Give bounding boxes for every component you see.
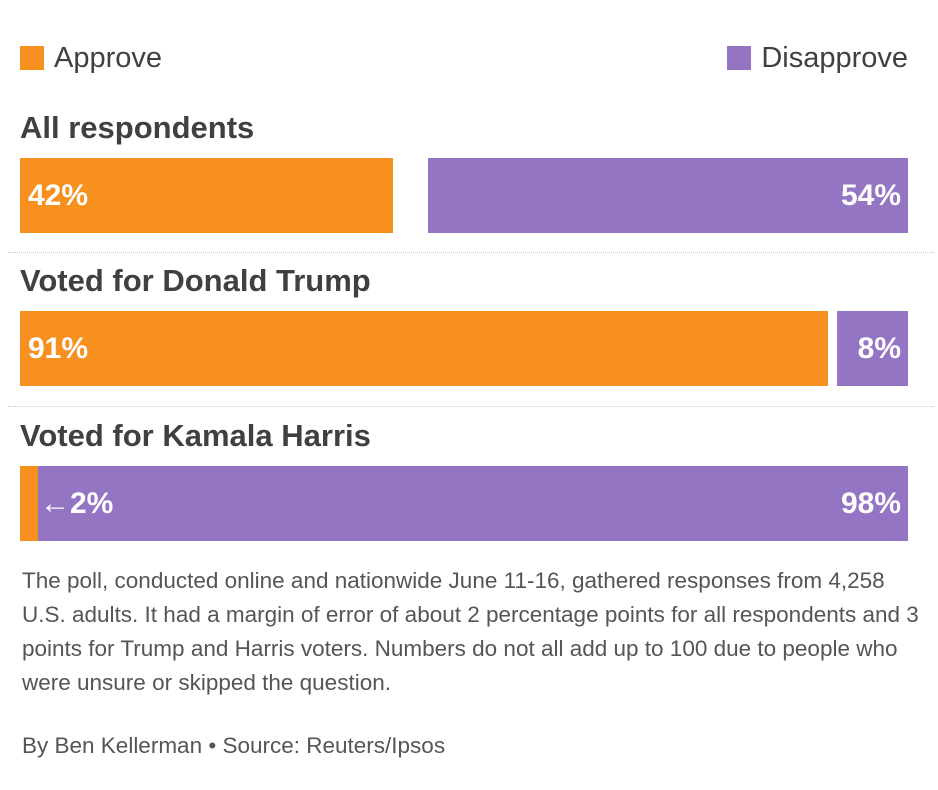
approve-value-label: 91% bbox=[28, 332, 89, 365]
divider bbox=[8, 406, 934, 407]
footnote: The poll, conducted online and nationwid… bbox=[22, 568, 919, 695]
divider bbox=[8, 252, 934, 253]
disapprove-bar bbox=[837, 311, 908, 386]
approve-value-label: 42% bbox=[28, 179, 89, 212]
approve-bar bbox=[20, 311, 828, 386]
group-title: Voted for Kamala Harris bbox=[20, 418, 371, 453]
credit-line: By Ben Kellerman • Source: Reuters/Ipsos bbox=[22, 733, 446, 758]
bar-group: All respondents 42% 54% bbox=[20, 110, 908, 235]
approve-swatch bbox=[20, 46, 44, 70]
legend-disapprove: Disapprove bbox=[727, 40, 908, 76]
legend-approve-label: Approve bbox=[54, 41, 163, 74]
disapprove-bar bbox=[428, 158, 908, 233]
disapprove-value-label: 98% bbox=[840, 487, 901, 520]
approve-bar bbox=[20, 466, 38, 541]
group-title: Voted for Donald Trump bbox=[20, 263, 371, 298]
legend-disapprove-label: Disapprove bbox=[761, 41, 908, 74]
legend-approve: Approve bbox=[20, 40, 162, 76]
bar-group: Voted for Kamala Harris ←2% 98% bbox=[20, 418, 908, 543]
disapprove-swatch bbox=[727, 46, 752, 70]
group-title: All respondents bbox=[20, 110, 255, 145]
disapprove-value-label: 54% bbox=[840, 179, 901, 212]
disapprove-value-label: 8% bbox=[857, 332, 901, 365]
disapprove-bar bbox=[38, 466, 908, 541]
approve-value-label: ←2% bbox=[40, 487, 114, 520]
approve-bar bbox=[20, 158, 393, 233]
bar-group: Voted for Donald Trump 91% 8% bbox=[20, 263, 908, 388]
